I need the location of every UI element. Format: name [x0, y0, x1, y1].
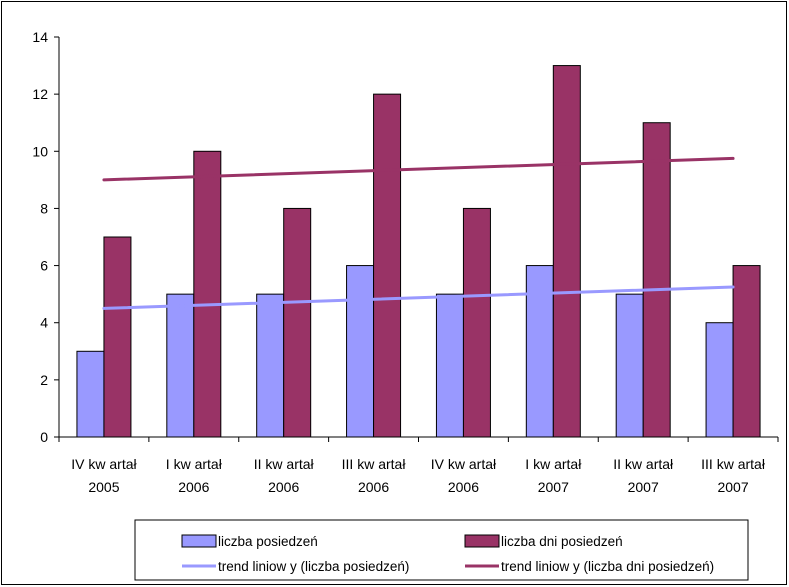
legend-box [134, 519, 749, 581]
legend-label: liczba dni posiedzeń [501, 534, 623, 549]
x-tick-label-year: 2006 [178, 479, 209, 495]
bar-posiedzen [435, 293, 464, 438]
bar-posiedzen [705, 322, 734, 438]
bar-dni-posiedzen [732, 265, 761, 438]
trendline-posiedzen [102, 285, 735, 310]
y-tick-label: 14 [32, 29, 48, 45]
x-tick-label: II kw artał [613, 456, 674, 472]
x-tick-label: IV kw artał [431, 456, 497, 472]
x-tick-label: IV kw artał [71, 456, 137, 472]
y-tick-label: 2 [40, 372, 48, 388]
bar-dni-posiedzen [373, 93, 402, 438]
bar-dni-posiedzen [642, 122, 671, 438]
y-tick-label: 12 [32, 86, 48, 102]
y-tick-label: 0 [40, 429, 48, 445]
x-tick-label-year: 2005 [88, 479, 119, 495]
bar-dni-posiedzen [462, 207, 491, 438]
x-tick-label: III kw artał [701, 456, 766, 472]
y-tick-label: 10 [32, 143, 48, 159]
bars [76, 65, 761, 438]
bar-posiedzen [256, 293, 285, 438]
x-tick-label-year: 2007 [628, 479, 659, 495]
bar-dni-posiedzen [193, 150, 222, 438]
x-tick-label: I kw artał [525, 456, 582, 472]
legend-swatch [464, 534, 500, 548]
x-tick-label-year: 2006 [448, 479, 479, 495]
x-tick-label-year: 2007 [538, 479, 569, 495]
bar-dni-posiedzen [103, 236, 132, 438]
legend: liczba posiedzeń liczba dni posiedzeń tren… [134, 519, 749, 581]
x-tick-label-year: 2006 [358, 479, 389, 495]
trendline-dni-posiedzen [102, 156, 735, 182]
legend-label: trend liniow y (liczba dni posiedzeń) [501, 559, 714, 574]
x-tick-label-year: 2006 [268, 479, 299, 495]
x-tick-label: III kw artał [342, 456, 407, 472]
legend-swatch [181, 534, 217, 548]
trendlines [102, 156, 735, 310]
y-tick-label: 4 [40, 315, 48, 331]
legend-label: liczba posiedzeń [218, 534, 318, 549]
y-axis: 0 2 4 6 8 10 12 14 [32, 29, 60, 445]
legend-label: trend liniow y (liczba posiedzeń) [218, 559, 409, 574]
bar-posiedzen [76, 350, 105, 438]
bar-posiedzen [166, 293, 195, 438]
bar-dni-posiedzen [283, 207, 312, 438]
x-tick-label-year: 2007 [717, 479, 748, 495]
bar-posiedzen [615, 293, 644, 438]
bar-posiedzen [525, 265, 554, 438]
bar-posiedzen [346, 265, 375, 438]
y-tick-label: 8 [40, 200, 48, 216]
bar-dni-posiedzen [552, 65, 581, 438]
x-tick-label: I kw artał [166, 456, 223, 472]
x-axis: IV kw artał 2005 I kw artał 2006 II kw artał… [58, 436, 779, 495]
y-tick-label: 6 [40, 258, 48, 274]
x-tick-label: II kw artał [254, 456, 315, 472]
